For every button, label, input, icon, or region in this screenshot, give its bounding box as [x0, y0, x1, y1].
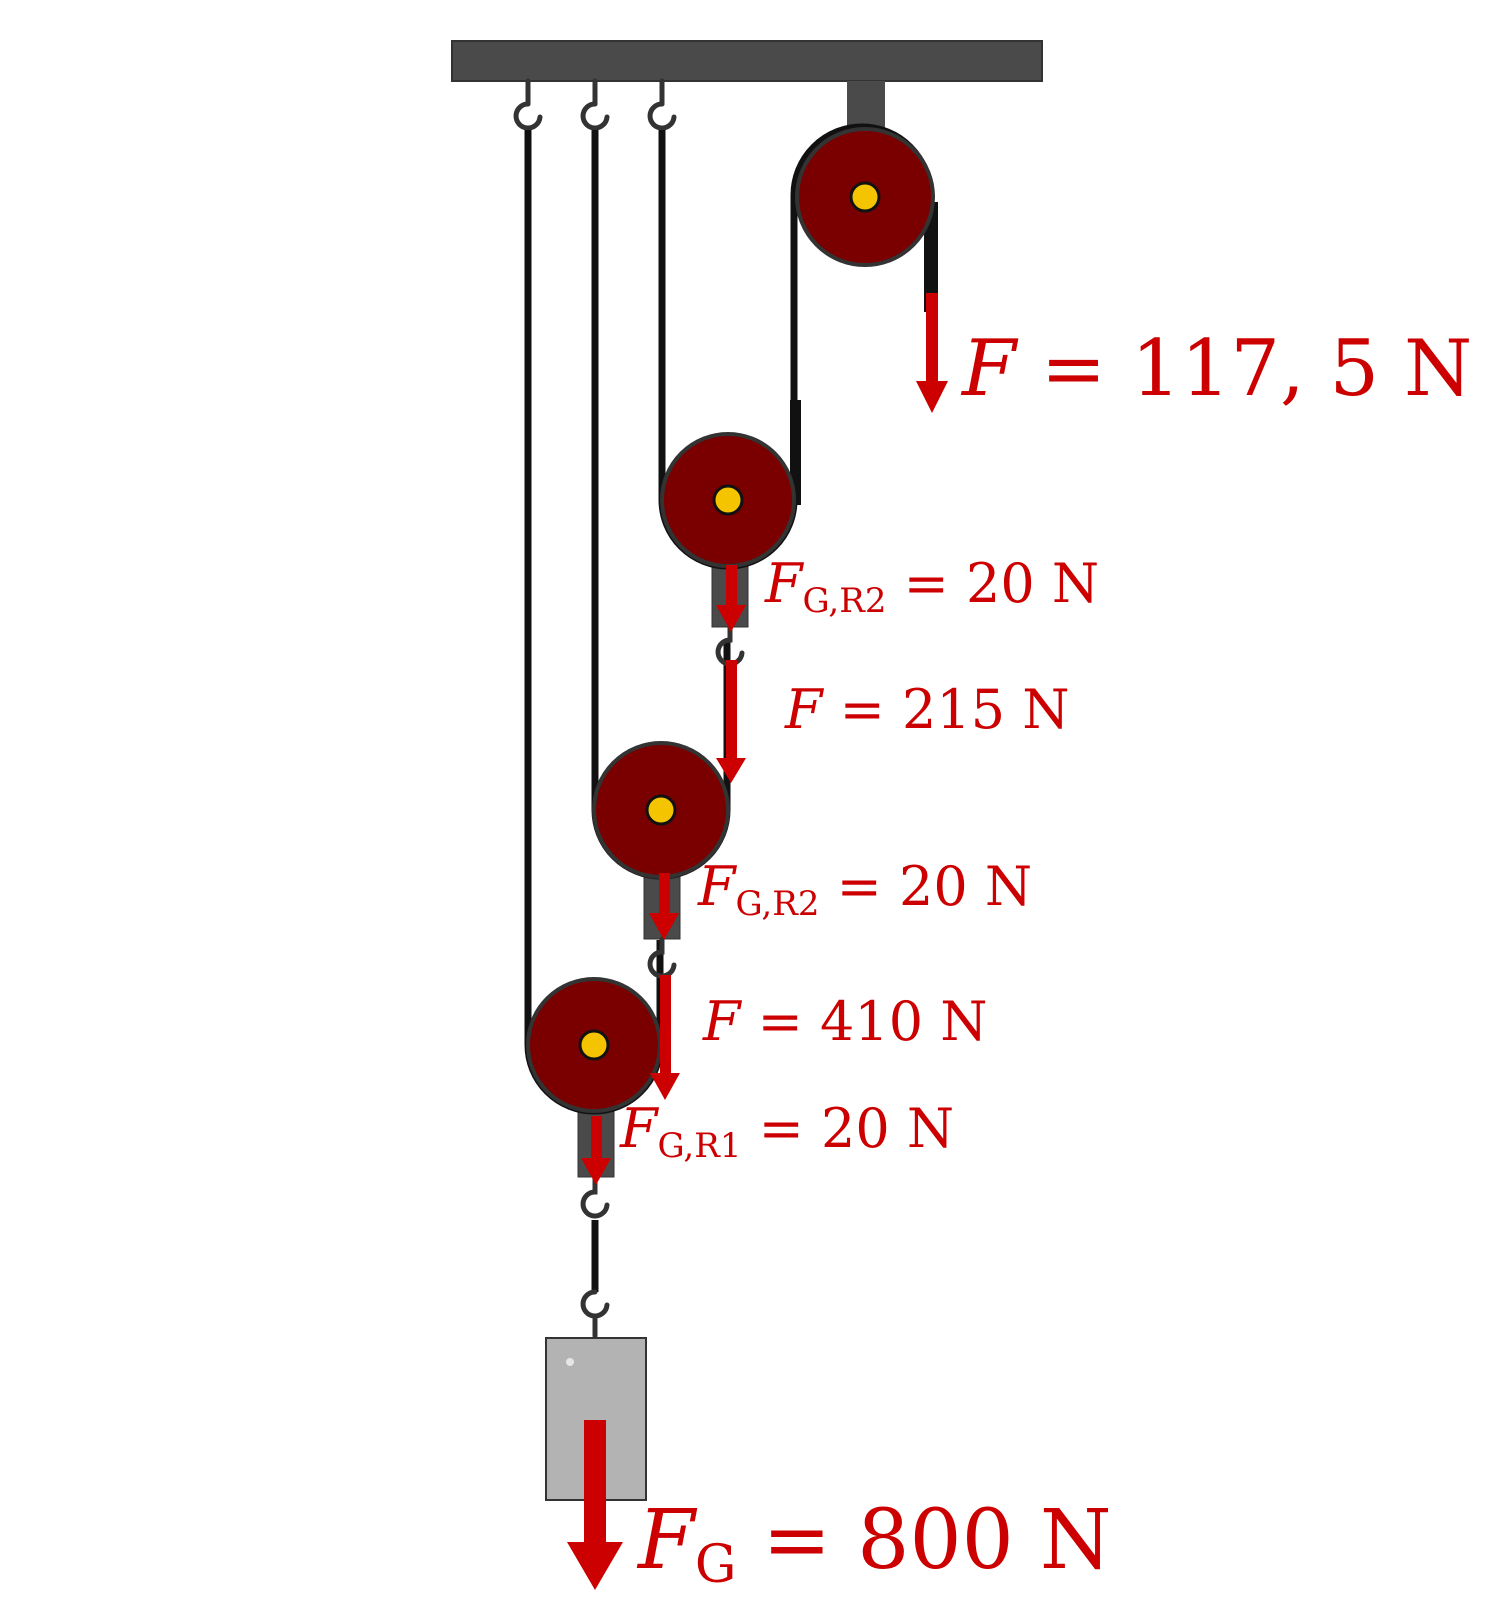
label-force-top: F = 117, 5 N: [960, 324, 1472, 414]
hook-icon: [647, 936, 677, 979]
pulley-1: [526, 977, 662, 1113]
rope-end-mid: [790, 400, 801, 505]
ceiling-hook-1: [513, 78, 543, 131]
pulley-3: [660, 432, 796, 568]
ceiling-beam: [451, 40, 1043, 82]
load-weight-highlight: [566, 1358, 574, 1366]
arrow-load: [567, 1420, 623, 1590]
hook-icon: [580, 1289, 610, 1339]
arrow-force-top: [916, 293, 948, 413]
hook-icon: [580, 1174, 610, 1219]
arrow-force-low: [650, 975, 680, 1100]
ceiling-hook-2: [580, 78, 610, 131]
label-weight-r3: FG,R2 = 20 N: [764, 552, 1099, 621]
hook-icon: [715, 624, 745, 667]
arrow-weight-r2: [649, 873, 679, 940]
label-force-low: F = 410 N: [702, 990, 988, 1053]
pulley-2: [592, 741, 730, 879]
arrow-weight-r1: [581, 1116, 611, 1185]
arrow-force-mid: [716, 660, 746, 783]
arrow-weight-r3: [716, 565, 746, 632]
label-force-mid: F = 215 N: [784, 678, 1070, 741]
label-weight-r2: FG,R2 = 20 N: [697, 855, 1032, 924]
label-load: FG = 800 N: [636, 1493, 1112, 1595]
rope-end-top: [924, 202, 938, 312]
label-weight-r1: FG,R1 = 20 N: [619, 1097, 954, 1166]
ceiling-hook-3: [647, 78, 677, 131]
fixed-pulley: [795, 127, 935, 267]
